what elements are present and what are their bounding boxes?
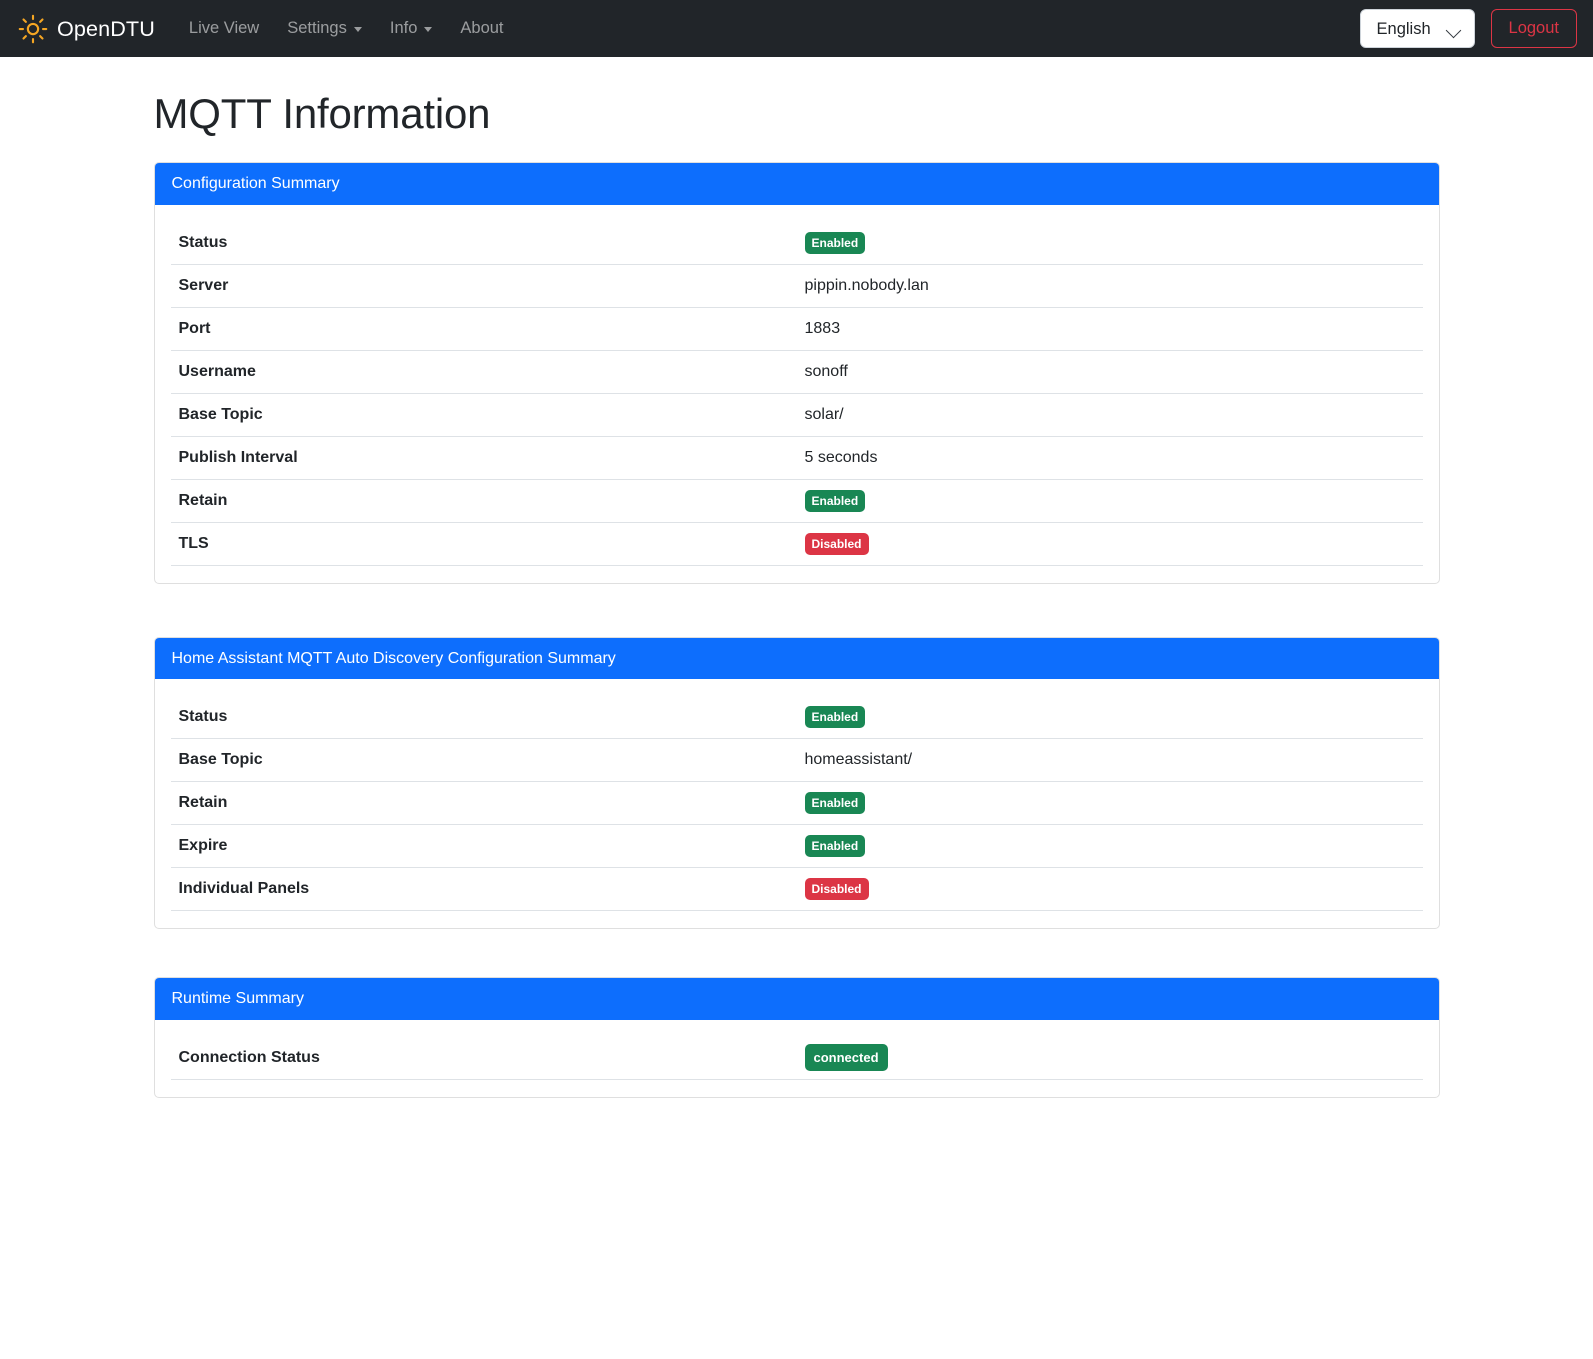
brand-name: OpenDTU	[57, 15, 155, 41]
row-label-ha-status: Status	[170, 696, 797, 740]
language-select[interactable]: English	[1359, 9, 1475, 48]
nav-item-about[interactable]: About	[446, 11, 517, 46]
row-label-server: Server	[170, 264, 797, 308]
row-label-ha-expire: Expire	[170, 824, 797, 869]
row-value-status: Enabled	[796, 221, 1423, 265]
row-value-connection-status: connected	[796, 1036, 1423, 1080]
page-title: MQTT Information	[153, 90, 491, 137]
main-nav: Live View Settings Info About	[175, 11, 518, 46]
row-label-port: Port	[170, 307, 797, 351]
table-row: Retain Enabled	[170, 479, 1423, 523]
card-header-configuration-summary: Configuration Summary	[154, 163, 1439, 205]
nav-link-info[interactable]: Info	[376, 11, 447, 46]
nav-label-settings: Settings	[287, 19, 347, 37]
navbar-right-group: English Logout	[1359, 9, 1577, 48]
status-badge: Enabled	[804, 489, 866, 512]
row-label-status: Status	[170, 221, 797, 265]
card-runtime-summary: Runtime Summary Connection Status connec…	[153, 977, 1440, 1098]
home-assistant-summary-table: Status Enabled Base Topic homeassistant/…	[170, 696, 1423, 912]
nav-label-live-view: Live View	[188, 19, 260, 37]
row-label-ha-individual-panels: Individual Panels	[170, 867, 797, 912]
row-value-ha-individual-panels: Disabled	[796, 867, 1423, 912]
table-row: Connection Status connected	[170, 1036, 1423, 1080]
nav-link-live-view[interactable]: Live View	[175, 11, 273, 46]
table-row: Base Topic solar/	[170, 393, 1423, 437]
status-badge: Enabled	[804, 706, 866, 729]
row-label-publish-interval: Publish Interval	[170, 436, 797, 480]
chevron-down-icon	[424, 27, 433, 32]
table-row: TLS Disabled	[170, 522, 1423, 566]
row-value-ha-base-topic: homeassistant/	[796, 738, 1423, 783]
table-row: Retain Enabled	[170, 781, 1423, 826]
status-badge: connected	[804, 1044, 888, 1072]
nav-label-info: Info	[389, 19, 418, 37]
row-value-ha-status: Enabled	[796, 696, 1423, 740]
brand-logo-link[interactable]: OpenDTU	[18, 14, 155, 44]
table-row: Server pippin.nobody.lan	[170, 264, 1423, 308]
row-label-ha-retain: Retain	[170, 781, 797, 826]
card-body-configuration-summary: Status Enabled Server pippin.nobody.lan …	[155, 205, 1439, 583]
chevron-down-icon	[353, 27, 362, 32]
row-label-retain: Retain	[170, 479, 797, 523]
card-body-runtime-summary: Connection Status connected	[155, 1020, 1439, 1097]
nav-item-settings[interactable]: Settings	[273, 11, 376, 46]
runtime-summary-table: Connection Status connected	[170, 1036, 1423, 1080]
row-label-tls: TLS	[170, 522, 797, 566]
row-label-ha-base-topic: Base Topic	[170, 738, 797, 783]
table-row: Expire Enabled	[170, 824, 1423, 869]
row-value-ha-retain: Enabled	[796, 781, 1423, 826]
configuration-summary-table: Status Enabled Server pippin.nobody.lan …	[170, 221, 1423, 566]
table-row: Status Enabled	[170, 221, 1423, 265]
table-row: Status Enabled	[170, 696, 1423, 740]
table-row: Individual Panels Disabled	[170, 867, 1423, 912]
row-value-tls: Disabled	[796, 522, 1423, 566]
status-badge: Disabled	[804, 532, 869, 555]
row-value-server: pippin.nobody.lan	[796, 264, 1423, 308]
row-label-base-topic: Base Topic	[170, 393, 797, 437]
row-value-retain: Enabled	[796, 479, 1423, 523]
nav-item-live-view[interactable]: Live View	[175, 11, 273, 46]
sun-icon	[18, 14, 48, 44]
table-row: Publish Interval 5 seconds	[170, 436, 1423, 480]
nav-link-settings[interactable]: Settings	[273, 11, 376, 46]
nav-item-info[interactable]: Info	[376, 11, 447, 46]
nav-link-about[interactable]: About	[446, 11, 517, 46]
row-value-username: sonoff	[796, 350, 1423, 394]
table-row: Base Topic homeassistant/	[170, 738, 1423, 783]
card-configuration-summary: Configuration Summary Status Enabled Ser…	[153, 162, 1440, 584]
row-label-connection-status: Connection Status	[170, 1036, 797, 1080]
top-navbar: OpenDTU Live View Settings Info About	[0, 0, 1593, 57]
table-row: Username sonoff	[170, 350, 1423, 394]
row-value-publish-interval: 5 seconds	[796, 436, 1423, 480]
status-badge: Enabled	[804, 835, 866, 858]
row-value-ha-expire: Enabled	[796, 824, 1423, 869]
logout-button[interactable]: Logout	[1490, 9, 1577, 48]
language-select-wrapper[interactable]: English	[1359, 9, 1475, 48]
card-body-home-assistant-summary: Status Enabled Base Topic homeassistant/…	[155, 679, 1439, 928]
row-value-base-topic: solar/	[796, 393, 1423, 437]
page-container: MQTT Information Configuration Summary S…	[153, 90, 1440, 1098]
nav-label-about: About	[460, 19, 504, 37]
status-badge: Enabled	[804, 231, 866, 254]
table-row: Port 1883	[170, 307, 1423, 351]
row-label-username: Username	[170, 350, 797, 394]
card-header-runtime-summary: Runtime Summary	[154, 978, 1439, 1020]
row-value-port: 1883	[796, 307, 1423, 351]
card-home-assistant-summary: Home Assistant MQTT Auto Discovery Confi…	[153, 636, 1440, 930]
card-header-home-assistant-summary: Home Assistant MQTT Auto Discovery Confi…	[154, 637, 1439, 680]
status-badge: Enabled	[804, 792, 866, 815]
status-badge: Disabled	[804, 878, 869, 901]
